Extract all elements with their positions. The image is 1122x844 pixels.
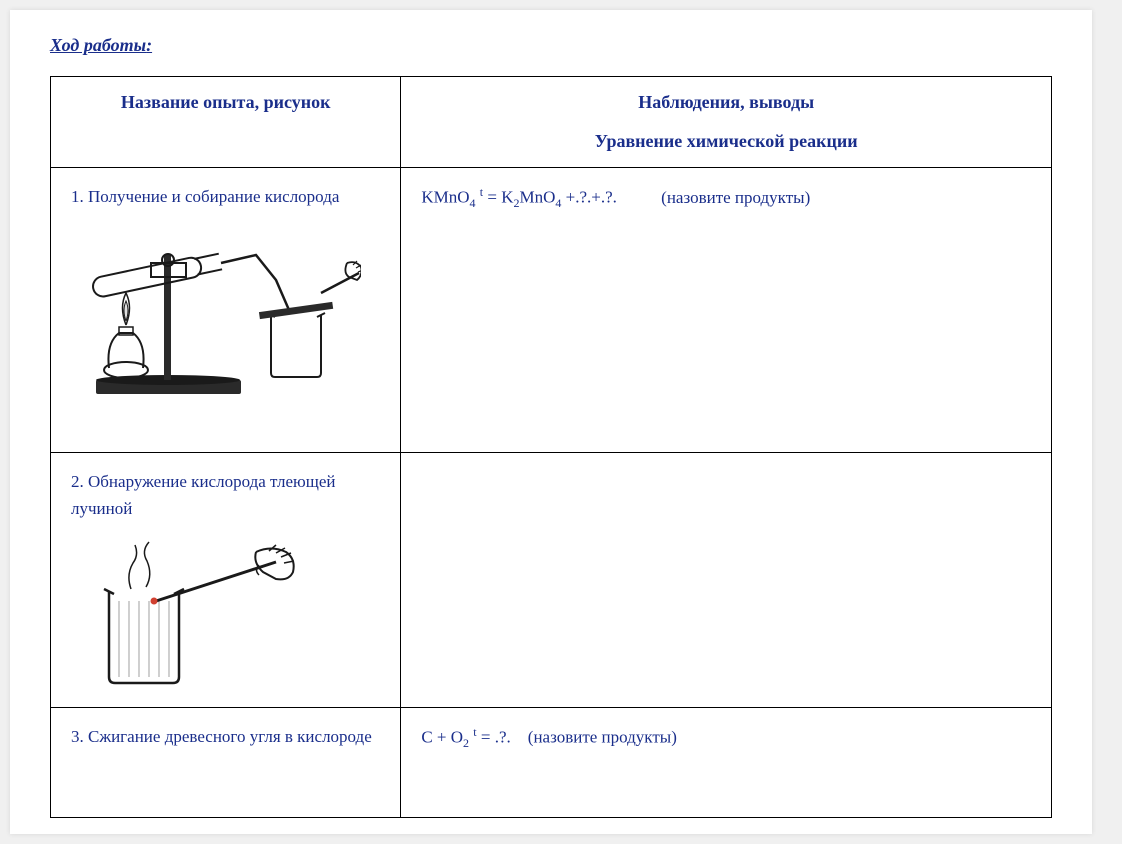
table-row: 2. Обнаружение кислорода тлеющей лучиной (51, 453, 1052, 708)
title-text: Ход работы (50, 35, 146, 55)
eq-sub: 4 (470, 196, 476, 210)
eq-part: KMnO (421, 188, 469, 207)
experiment-drawing-container (71, 537, 380, 692)
experiment-title: 1. Получение и собирание кислорода (71, 183, 380, 210)
experiments-table: Название опыта, рисунок Наблюдения, выво… (50, 76, 1052, 818)
equation-text: C + O2 t = .?. (назовите продукты) (421, 723, 1031, 753)
header-right-line1: Наблюдения, выводы (638, 92, 814, 112)
apparatus-heating-icon (71, 225, 361, 405)
equation-text: KMnO4 t = K2MnO4 +.?.+.?. (назовите прод… (421, 183, 1031, 213)
row1-left-cell: 1. Получение и собирание кислорода (51, 168, 401, 453)
row2-right-cell (401, 453, 1052, 708)
table-header-row: Название опыта, рисунок Наблюдения, выво… (51, 77, 1052, 168)
document-page: Ход работы: Название опыта, рисунок Набл… (10, 10, 1092, 834)
eq-part: +.?.+.?. (561, 188, 617, 207)
beaker-splint-icon (71, 537, 301, 692)
row3-left-cell: 3. Сжигание древесного угля в кислороде (51, 708, 401, 818)
equation-note: (назовите продукты) (661, 188, 810, 207)
eq-part: MnO (519, 188, 555, 207)
experiment-drawing-container (71, 225, 380, 405)
header-right-line2: Уравнение химической реакции (421, 131, 1031, 152)
eq-part: = K (483, 188, 513, 207)
row2-left-cell: 2. Обнаружение кислорода тлеющей лучиной (51, 453, 401, 708)
table-row: 1. Получение и собирание кислорода (51, 168, 1052, 453)
eq-part: = .?. (477, 728, 511, 747)
row1-right-cell: KMnO4 t = K2MnO4 +.?.+.?. (назовите прод… (401, 168, 1052, 453)
table-row: 3. Сжигание древесного угля в кислороде … (51, 708, 1052, 818)
page-title: Ход работы: (50, 35, 1052, 56)
row3-right-cell: C + O2 t = .?. (назовите продукты) (401, 708, 1052, 818)
experiment-title: 2. Обнаружение кислорода тлеющей лучиной (71, 468, 380, 522)
title-colon: : (146, 35, 152, 55)
header-left-cell: Название опыта, рисунок (51, 77, 401, 168)
experiment-title: 3. Сжигание древесного угля в кислороде (71, 723, 380, 750)
equation-note: (назовите продукты) (528, 728, 677, 747)
header-right-cell: Наблюдения, выводы Уравнение химической … (401, 77, 1052, 168)
eq-part: C + O (421, 728, 463, 747)
